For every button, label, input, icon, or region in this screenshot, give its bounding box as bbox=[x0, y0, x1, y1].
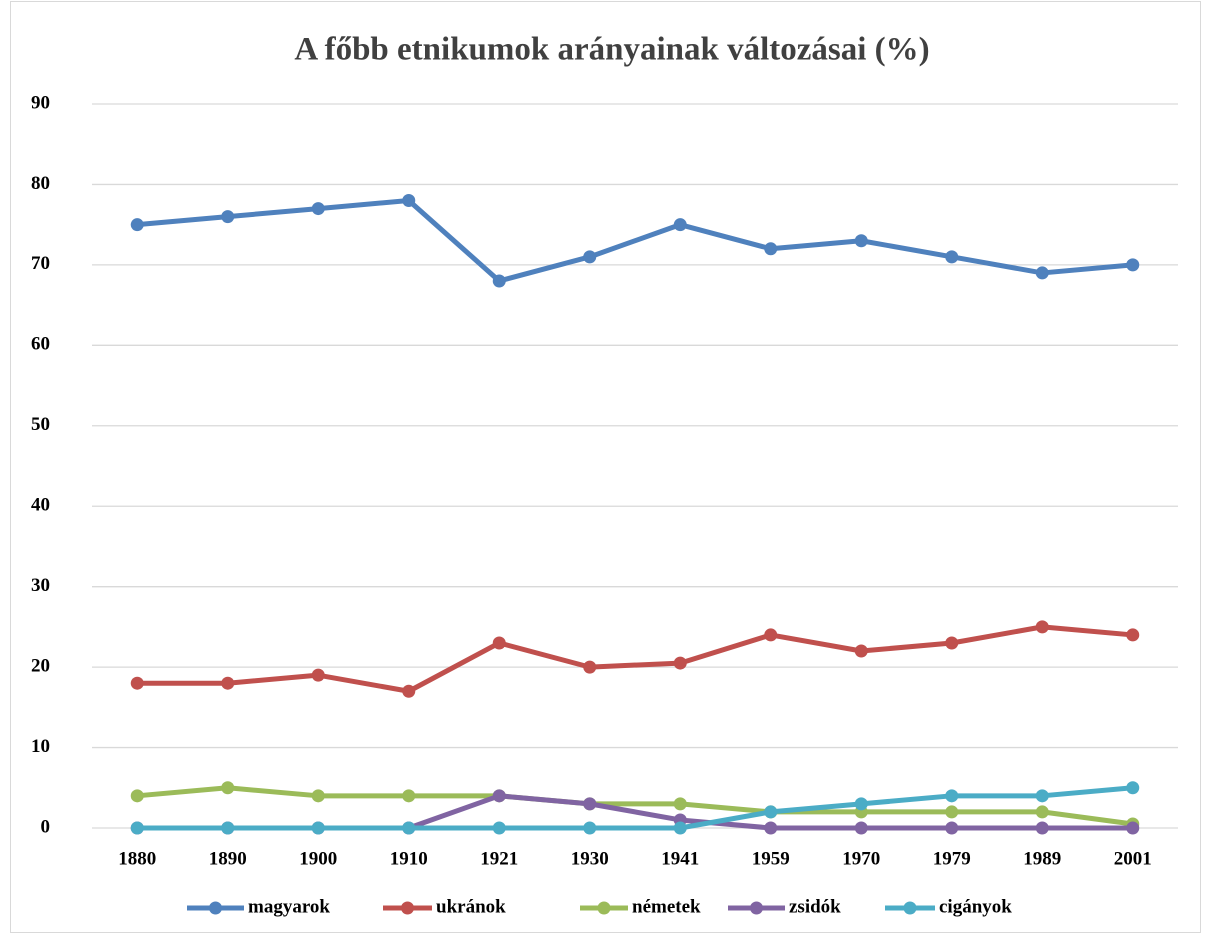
y-tick-label: 50 bbox=[31, 414, 50, 435]
point bbox=[130, 676, 144, 690]
point bbox=[1126, 821, 1140, 835]
series-line bbox=[134, 624, 1136, 694]
x-tick-label: 1989 bbox=[1023, 848, 1061, 869]
y-tick-label: 70 bbox=[31, 253, 50, 274]
point bbox=[311, 202, 325, 216]
point bbox=[583, 660, 597, 674]
point bbox=[854, 234, 868, 248]
point bbox=[1035, 805, 1049, 819]
point bbox=[1126, 781, 1140, 795]
point bbox=[311, 821, 325, 835]
point bbox=[945, 250, 959, 264]
point bbox=[221, 821, 235, 835]
point bbox=[492, 821, 506, 835]
point bbox=[1126, 258, 1140, 272]
point bbox=[764, 242, 778, 256]
point bbox=[1035, 620, 1049, 634]
series-line bbox=[134, 785, 1136, 827]
x-tick-label: 1930 bbox=[571, 848, 609, 869]
x-tick-label: 1880 bbox=[118, 848, 156, 869]
point bbox=[402, 789, 416, 803]
point bbox=[1035, 821, 1049, 835]
point bbox=[402, 821, 416, 835]
y-tick-label: 10 bbox=[31, 736, 50, 757]
y-tick-label: 90 bbox=[31, 92, 50, 113]
y-tick-label: 40 bbox=[31, 495, 50, 516]
point bbox=[945, 821, 959, 835]
legend-label: zsidók bbox=[789, 896, 841, 917]
point bbox=[221, 781, 235, 795]
point bbox=[583, 821, 597, 835]
point bbox=[1126, 628, 1140, 642]
point bbox=[945, 805, 959, 819]
x-tick-label: 1959 bbox=[752, 848, 790, 869]
x-tick-label: 1979 bbox=[933, 848, 971, 869]
point bbox=[311, 668, 325, 682]
x-tick-label: 1890 bbox=[209, 848, 247, 869]
legend-label: magyarok bbox=[248, 896, 330, 917]
point bbox=[673, 797, 687, 811]
point bbox=[221, 210, 235, 224]
legend-label: cigányok bbox=[939, 896, 1012, 917]
x-tick-label: 1921 bbox=[480, 848, 518, 869]
point bbox=[311, 789, 325, 803]
point bbox=[130, 789, 144, 803]
y-tick-label: 0 bbox=[41, 816, 51, 837]
point bbox=[583, 250, 597, 264]
chart-title: A főbb etnikumok arányainak változásai (… bbox=[294, 32, 929, 68]
y-tick-label: 30 bbox=[31, 575, 50, 596]
point bbox=[854, 644, 868, 658]
legend-label: németek bbox=[632, 896, 701, 917]
point bbox=[583, 797, 597, 811]
point bbox=[221, 676, 235, 690]
point bbox=[764, 821, 778, 835]
legend-marker bbox=[401, 901, 414, 915]
point bbox=[492, 274, 506, 288]
point bbox=[764, 805, 778, 819]
point bbox=[130, 821, 144, 835]
legend-label: ukránok bbox=[436, 896, 506, 917]
legend-marker bbox=[209, 901, 222, 915]
point bbox=[854, 797, 868, 811]
point bbox=[1035, 266, 1049, 280]
y-tick-label: 80 bbox=[31, 173, 50, 194]
x-tick-label: 2001 bbox=[1114, 848, 1152, 869]
point bbox=[492, 636, 506, 650]
y-tick-label: 60 bbox=[31, 334, 50, 355]
point bbox=[492, 789, 506, 803]
point bbox=[673, 656, 687, 670]
series-line bbox=[134, 785, 1136, 831]
point bbox=[130, 218, 144, 232]
point bbox=[764, 628, 778, 642]
series-line bbox=[134, 198, 1136, 284]
point bbox=[402, 684, 416, 698]
x-tick-label: 1941 bbox=[661, 848, 699, 869]
x-tick-label: 1900 bbox=[299, 848, 337, 869]
legend-marker bbox=[903, 901, 917, 915]
point bbox=[945, 789, 959, 803]
chart-border bbox=[10, 1, 1201, 933]
y-tick-label: 20 bbox=[31, 655, 50, 676]
legend-marker bbox=[750, 901, 763, 915]
point bbox=[1035, 789, 1049, 803]
point bbox=[945, 636, 959, 650]
point bbox=[673, 821, 687, 835]
point bbox=[673, 218, 687, 232]
point bbox=[854, 821, 868, 835]
x-tick-label: 1970 bbox=[842, 848, 880, 869]
point bbox=[402, 194, 416, 208]
legend-marker bbox=[597, 901, 611, 915]
x-tick-label: 1910 bbox=[390, 848, 428, 869]
